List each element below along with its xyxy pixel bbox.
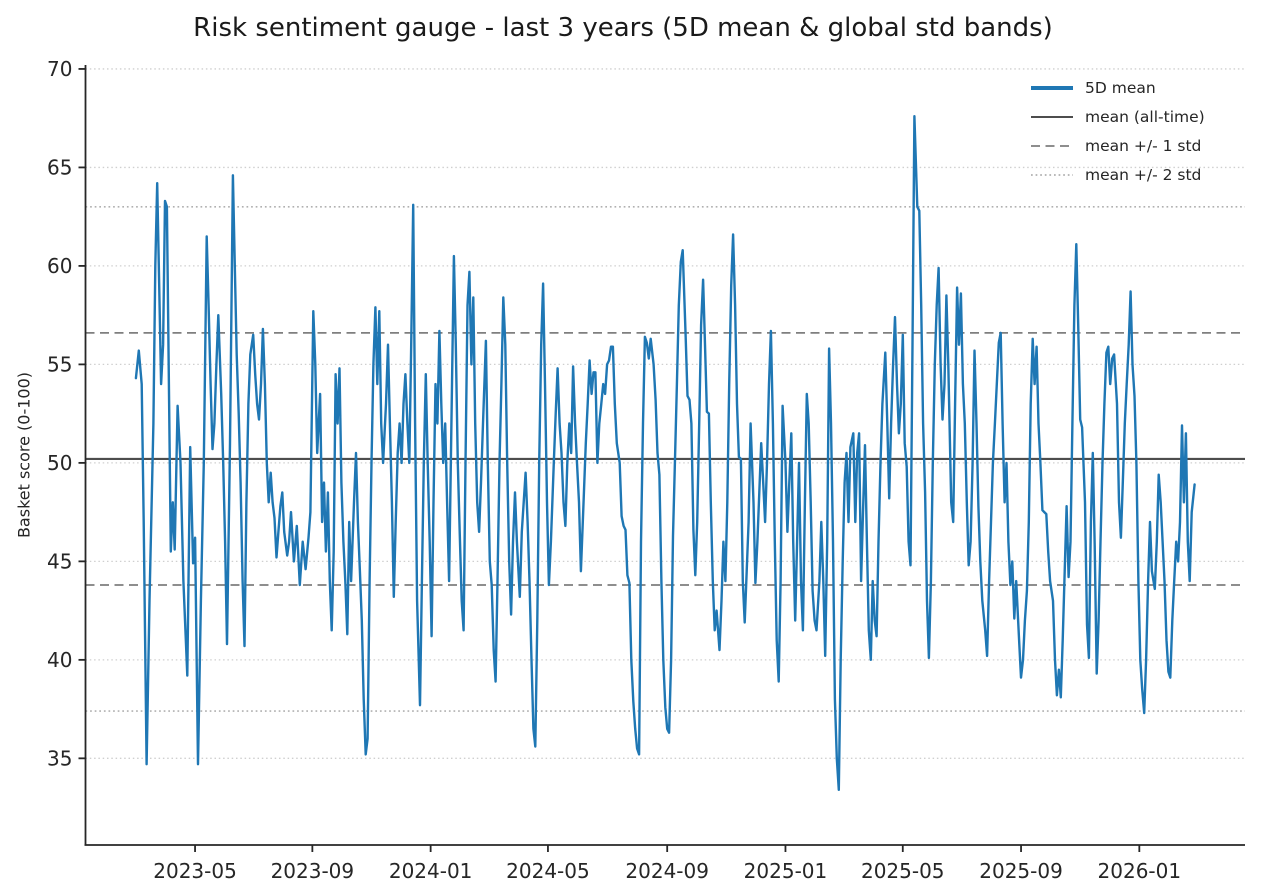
legend-label: 5D mean — [1085, 79, 1156, 97]
y-tick-label: 40 — [47, 648, 72, 672]
chart-title: Risk sentiment gauge - last 3 years (5D … — [193, 13, 1053, 43]
x-tick-label: 2025-01 — [744, 859, 828, 883]
y-tick-label: 35 — [47, 746, 72, 770]
legend-label: mean +/- 2 std — [1085, 166, 1201, 184]
series-5d-mean-line — [134, 115, 1196, 791]
x-tick-label: 2023-05 — [153, 859, 237, 883]
y-tick-label: 70 — [47, 57, 72, 81]
y-tick-label: 45 — [47, 549, 72, 573]
x-tick-label: 2024-09 — [625, 859, 709, 883]
legend-label: mean +/- 1 std — [1085, 137, 1201, 155]
x-tick-label: 2025-05 — [861, 859, 945, 883]
x-tick-label: 2025-09 — [979, 859, 1063, 883]
y-tick-label: 65 — [47, 155, 72, 179]
legend-label: mean (all-time) — [1085, 108, 1205, 126]
y-tick-label: 55 — [47, 352, 72, 376]
x-tick-label: 2023-09 — [271, 859, 355, 883]
y-tick-label: 50 — [47, 451, 72, 475]
x-tick-label: 2024-05 — [506, 859, 590, 883]
x-tick-label: 2024-01 — [389, 859, 473, 883]
y-tick-label: 60 — [47, 254, 72, 278]
x-tick-label: 2026-01 — [1098, 859, 1182, 883]
